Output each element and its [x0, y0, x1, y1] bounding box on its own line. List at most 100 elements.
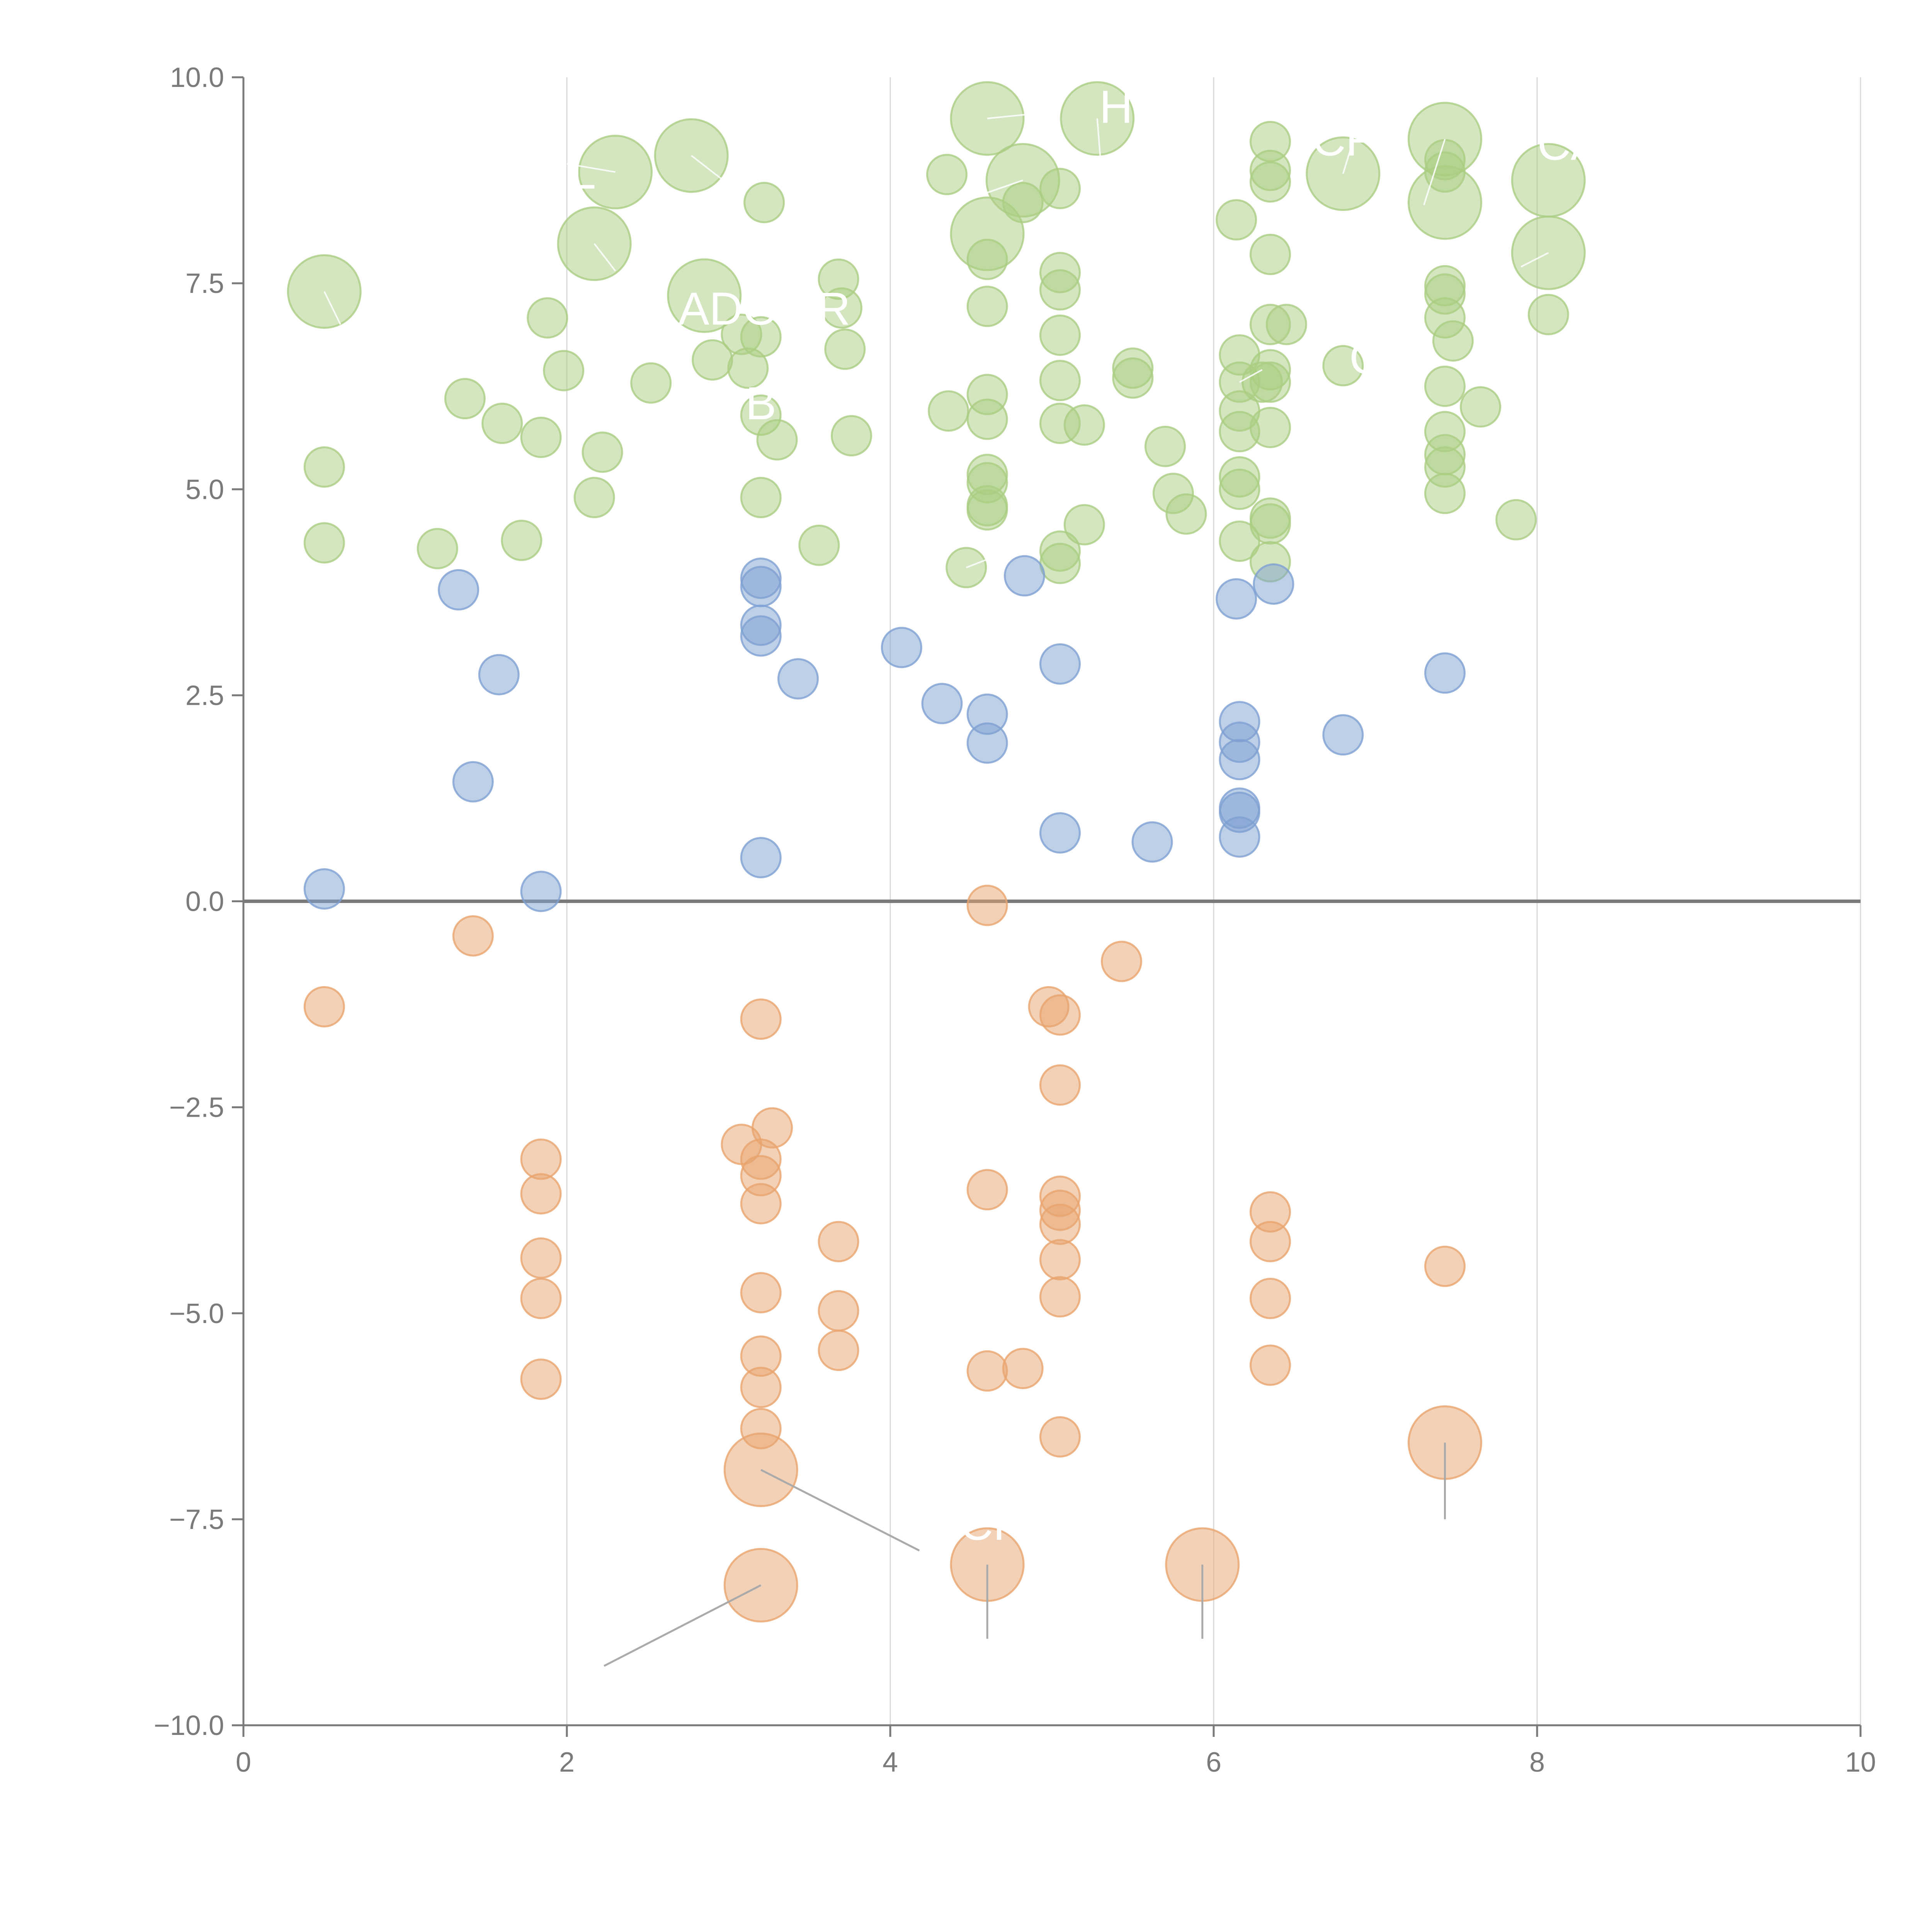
leader-line [1342, 147, 1352, 174]
point-orange [818, 1221, 859, 1262]
point-green [1249, 503, 1291, 545]
leader-line [760, 1469, 920, 1552]
point-green [1002, 182, 1044, 223]
x-tick-label: 6 [1206, 1747, 1221, 1778]
point-green [1063, 504, 1105, 546]
y-tick-label: −10.0 [154, 1710, 224, 1741]
point-blue [1216, 578, 1257, 620]
point-green [966, 238, 1008, 280]
point-blue [1424, 652, 1466, 694]
point-orange [1249, 1221, 1291, 1262]
point-green [1063, 404, 1105, 446]
point-orange [966, 1350, 1008, 1392]
point-green [444, 378, 486, 420]
point-orange [520, 1173, 562, 1215]
point-green [303, 446, 345, 488]
point-orange [1039, 1276, 1081, 1318]
point-blue [881, 627, 922, 668]
leader-line [987, 113, 1028, 119]
point-label: B [745, 378, 776, 429]
point-orange [1039, 1203, 1081, 1245]
point-blue [478, 654, 520, 696]
point-green [527, 297, 568, 339]
point-label: CF [1312, 114, 1374, 166]
point-orange [740, 1367, 782, 1408]
point-green [1216, 199, 1257, 241]
point-green [417, 528, 458, 570]
leader-line [594, 243, 616, 272]
point-green [966, 286, 1008, 327]
point-green [821, 287, 862, 329]
point-orange [740, 1272, 782, 1313]
point-green [740, 316, 782, 358]
point-green [1144, 425, 1186, 467]
point-green [1322, 345, 1364, 386]
point-green [1424, 473, 1466, 514]
point-green [743, 182, 785, 223]
point-green [543, 350, 585, 391]
point-green [1460, 386, 1502, 428]
x-tick-label: 10 [1845, 1747, 1876, 1778]
point-green [1265, 304, 1307, 345]
point-orange [1424, 1245, 1466, 1287]
point-green [1424, 366, 1466, 407]
point-green [1039, 360, 1081, 401]
y-tick-label: 2.5 [185, 680, 224, 711]
x-tick-label: 8 [1529, 1747, 1545, 1778]
point-orange [1039, 1064, 1081, 1106]
point-green [926, 154, 968, 196]
leader-line [1239, 369, 1263, 383]
point-green [1039, 168, 1081, 209]
point-green [303, 522, 345, 564]
point-orange [966, 884, 1008, 926]
point-orange [520, 1237, 562, 1279]
point-blue [740, 837, 782, 878]
point-blue [921, 683, 963, 724]
point-green [630, 362, 672, 404]
point-green [520, 417, 562, 458]
point-blue [1253, 563, 1294, 605]
point-blue [1039, 812, 1081, 854]
point-green [667, 258, 742, 333]
label-leader-lines [323, 113, 1549, 1667]
point-blue [740, 566, 782, 607]
point-green [481, 403, 523, 444]
point-label: R [817, 283, 850, 335]
point-blue [520, 871, 562, 912]
point-orange [520, 1277, 562, 1319]
point-blue [1039, 643, 1081, 685]
point-blue [1131, 821, 1173, 863]
point-blue [740, 615, 782, 657]
point-orange [966, 1169, 1008, 1211]
point-green [573, 477, 615, 519]
leader-line [1520, 252, 1549, 268]
point-orange [1039, 1239, 1081, 1281]
point-green [1039, 543, 1081, 584]
point-orange [452, 915, 494, 957]
point-orange [818, 1330, 859, 1371]
y-tick-label: −2.5 [169, 1092, 224, 1123]
point-blue [452, 761, 494, 803]
point-green [582, 431, 623, 473]
point-orange [1100, 940, 1142, 982]
point-green [1249, 233, 1291, 275]
axes: 10.0 7.5 5.0 2.5 0.0 −2.5 −5.0 −7.5 −10.0 0 2 4 6 8 10 [154, 62, 1876, 1778]
point-orange [1039, 994, 1081, 1036]
y-tick-label: 7.5 [185, 268, 224, 299]
point-blue [777, 658, 819, 700]
point-green [824, 328, 866, 370]
y-tick-label: −7.5 [169, 1504, 224, 1535]
point-green [1165, 493, 1207, 535]
point-orange [1249, 1344, 1291, 1386]
point-label: ADO [678, 283, 779, 335]
point-label: HR [1099, 81, 1166, 133]
x-tick-label: 0 [236, 1747, 251, 1778]
point-green [831, 415, 872, 457]
point-green [1527, 294, 1569, 335]
leader-line [691, 155, 729, 185]
point-orange [520, 1138, 562, 1180]
point-orange [520, 1358, 562, 1400]
point-green [1249, 161, 1291, 203]
point-blue [1219, 739, 1260, 781]
point-blue [1003, 555, 1045, 597]
